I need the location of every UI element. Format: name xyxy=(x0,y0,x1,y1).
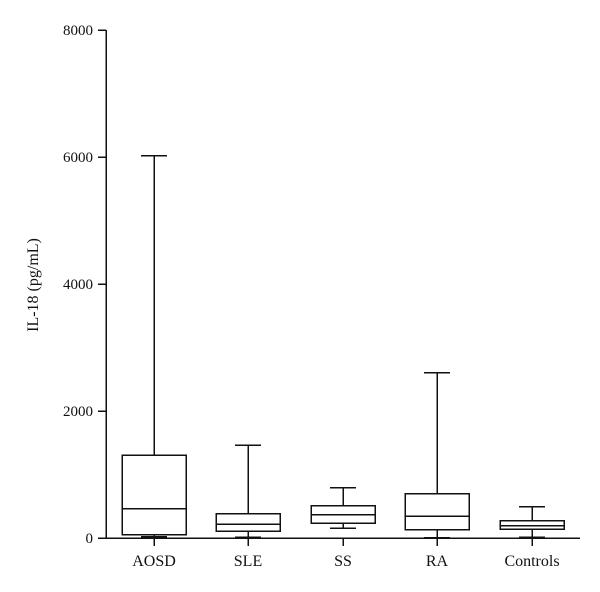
iqr-box xyxy=(404,492,470,531)
y-tick-label: 4000 xyxy=(63,277,93,293)
x-category-label: AOSD xyxy=(132,553,176,570)
iqr-box xyxy=(121,454,187,536)
plot-area: 0 2000 4000 6000 8000 AOSD SLE SS RA Controls xyxy=(63,23,580,570)
x-category-label: SLE xyxy=(234,553,262,570)
x-category-label: RA xyxy=(426,553,449,570)
x-category-label: Controls xyxy=(504,553,559,570)
y-tick-label: 0 xyxy=(86,531,94,547)
y-axis-title: IL-18 (pg/mL) xyxy=(25,238,42,332)
x-category-label: SS xyxy=(334,553,352,570)
y-tick-label: 8000 xyxy=(63,23,93,39)
y-tick-label: 6000 xyxy=(63,150,93,166)
y-tick-label: 2000 xyxy=(63,404,93,420)
iqr-box xyxy=(499,520,565,530)
iqr-box xyxy=(215,513,281,532)
